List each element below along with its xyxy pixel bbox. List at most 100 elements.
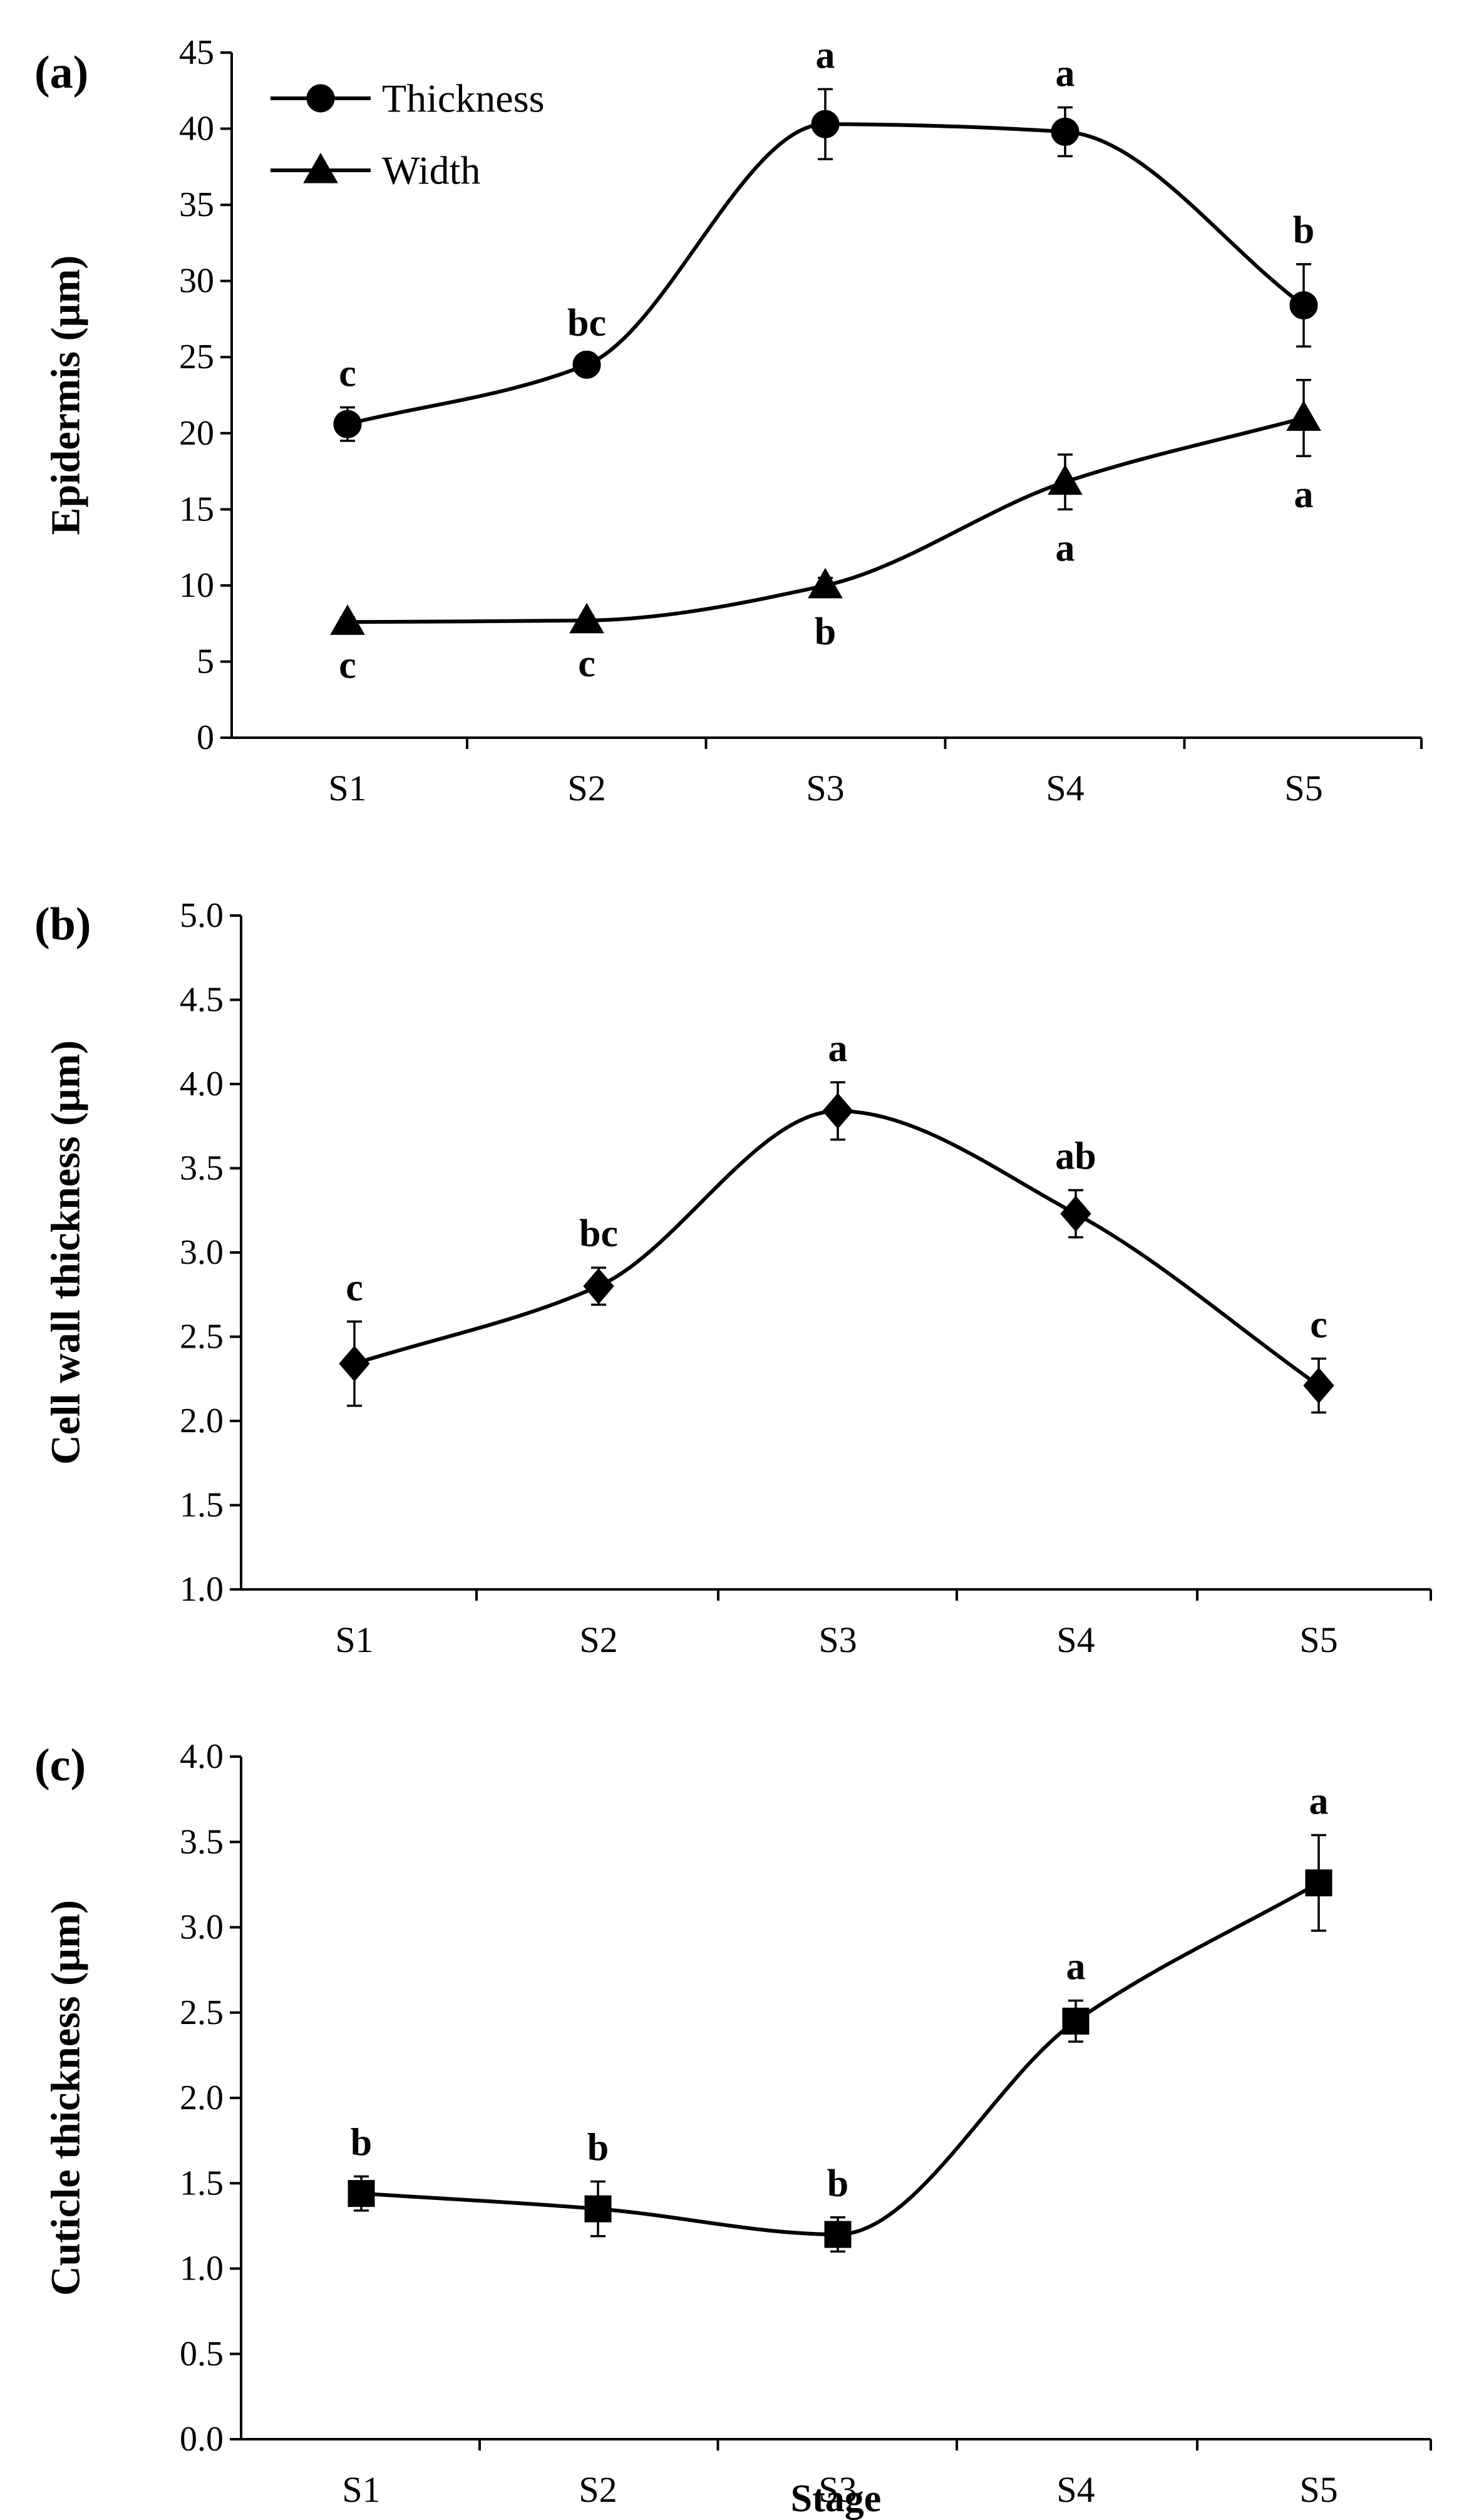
y-tick-label: 3.0 <box>180 1908 224 1947</box>
x-tick-label: S2 <box>567 768 606 808</box>
y-tick-label: 1.0 <box>180 1570 224 1609</box>
y-tick-label: 3.0 <box>180 1233 224 1272</box>
legend-label: Thickness <box>382 76 545 121</box>
y-axis-title: Cell wall thickness (µm) <box>43 1040 89 1465</box>
data-point <box>330 604 365 635</box>
y-tick-label: 3.5 <box>180 1822 224 1861</box>
data-point <box>1289 291 1318 320</box>
data-point <box>824 2221 852 2248</box>
y-tick-label: 2.5 <box>180 1993 224 2032</box>
significance-letter: a <box>1056 53 1075 95</box>
panel-c: (c) Cuticle thickness (µm) 0.0 0.5 1.0 1.5 2.0… <box>34 1737 1432 2520</box>
x-tick-label: S3 <box>818 1619 857 1660</box>
data-point <box>811 110 840 138</box>
significance-letter: b <box>827 2162 848 2205</box>
y-axis-title: Cuticle thickness (µm) <box>43 1900 89 2296</box>
x-tick-label: S3 <box>818 2469 857 2510</box>
significance-letter: a <box>1294 473 1314 516</box>
x-tick-label: S5 <box>1299 2469 1337 2510</box>
panel-b: (b) Cell wall thickness (µm) 1.0 1.5 2.0 2.5 3… <box>34 896 1432 1660</box>
x-tick-label: S1 <box>335 1619 373 1660</box>
panel-a: (a) Epidermis (µm) 0 5 10 15 20 25 30 35 40 45 S1 S2 S… <box>34 33 1423 808</box>
y-axis-title: Epidermis (µm) <box>43 256 89 535</box>
data-point <box>808 567 843 599</box>
significance-letter: a <box>1309 1780 1329 1822</box>
x-tick-label: S3 <box>806 768 844 808</box>
x-tick-label: S5 <box>1284 768 1322 808</box>
legend-label: Width <box>382 148 480 193</box>
significance-letter: a <box>1066 1946 1086 1988</box>
significance-letter: b <box>351 2121 372 2164</box>
significance-letter: bc <box>579 1212 618 1255</box>
y-tick-label: 2.0 <box>180 2078 224 2117</box>
significance-letter: a <box>816 34 835 76</box>
y-tick-label: 35 <box>179 185 214 224</box>
significance-letter: c <box>339 644 356 687</box>
data-point <box>572 350 601 379</box>
significance-letter: a <box>1056 527 1075 569</box>
y-tick-label: 45 <box>179 33 214 72</box>
x-tick-label: S2 <box>579 1619 617 1660</box>
y-tick-label: 20 <box>179 414 214 453</box>
significance-letter: b <box>1293 209 1314 252</box>
x-tick-label: S4 <box>1056 1619 1095 1660</box>
y-tick-label: 2.5 <box>180 1318 224 1356</box>
significance-letter: c <box>1310 1303 1327 1346</box>
data-point <box>339 1345 370 1382</box>
panel-label: (b) <box>34 899 91 950</box>
panel-label: (a) <box>34 47 88 98</box>
x-tick-label: S2 <box>579 2469 617 2510</box>
y-tick-label: 30 <box>179 262 214 301</box>
y-tick-label: 3.5 <box>180 1149 224 1188</box>
data-point <box>822 1093 853 1129</box>
data-point <box>1305 1869 1332 1897</box>
legend-marker <box>303 152 338 183</box>
y-tick-label: 0.0 <box>180 2420 224 2459</box>
series-width: c c b a a <box>330 378 1321 687</box>
data-point <box>348 2180 375 2208</box>
y-tick-label: 0.5 <box>180 2335 224 2373</box>
data-point <box>584 2195 612 2223</box>
series-line <box>347 122 1305 426</box>
x-tick-label: S5 <box>1299 1619 1337 1660</box>
data-point <box>583 1268 614 1304</box>
data-point <box>1048 464 1083 495</box>
x-tick-label: S4 <box>1046 768 1084 808</box>
significance-letter: c <box>578 643 595 685</box>
x-tick-label: S4 <box>1056 2469 1095 2510</box>
legend-marker <box>306 84 335 113</box>
panel-label: (c) <box>34 1740 86 1791</box>
significance-letter: ab <box>1055 1135 1096 1177</box>
y-tick-label: 4.5 <box>180 981 224 1020</box>
y-tick-label: 40 <box>179 110 214 148</box>
significance-letter: c <box>339 352 356 395</box>
y-tick-label: 4.0 <box>180 1065 224 1103</box>
y-tick-label: 4.0 <box>180 1737 224 1776</box>
data-point <box>1062 2007 1090 2035</box>
series-cuticle-thickness: b b b a a <box>348 1780 1332 2253</box>
significance-letter: bc <box>567 302 606 344</box>
x-tick-label: S1 <box>328 768 366 808</box>
series-line <box>361 1881 1320 2237</box>
y-tick-label: 0 <box>197 718 214 757</box>
significance-letter: b <box>587 2127 609 2169</box>
data-point <box>569 602 604 634</box>
significance-letter: b <box>815 611 836 653</box>
y-tick-label: 5.0 <box>180 896 224 935</box>
y-tick-label: 1.5 <box>180 1486 224 1525</box>
data-point <box>1286 400 1321 431</box>
significance-letter: a <box>828 1027 848 1070</box>
y-tick-label: 1.5 <box>180 2164 224 2202</box>
y-tick-label: 10 <box>179 566 214 605</box>
legend: Thickness Width <box>271 76 545 193</box>
x-axis-title: Stage <box>791 2477 882 2520</box>
series-cell-wall-thickness: c bc a ab c <box>339 1027 1334 1414</box>
data-point <box>1303 1367 1334 1404</box>
y-tick-label: 25 <box>179 338 214 376</box>
data-point <box>1060 1195 1091 1232</box>
y-tick-label: 1.0 <box>180 2249 224 2288</box>
y-tick-label: 5 <box>197 642 214 681</box>
data-point <box>333 410 362 438</box>
data-point <box>1051 117 1080 146</box>
